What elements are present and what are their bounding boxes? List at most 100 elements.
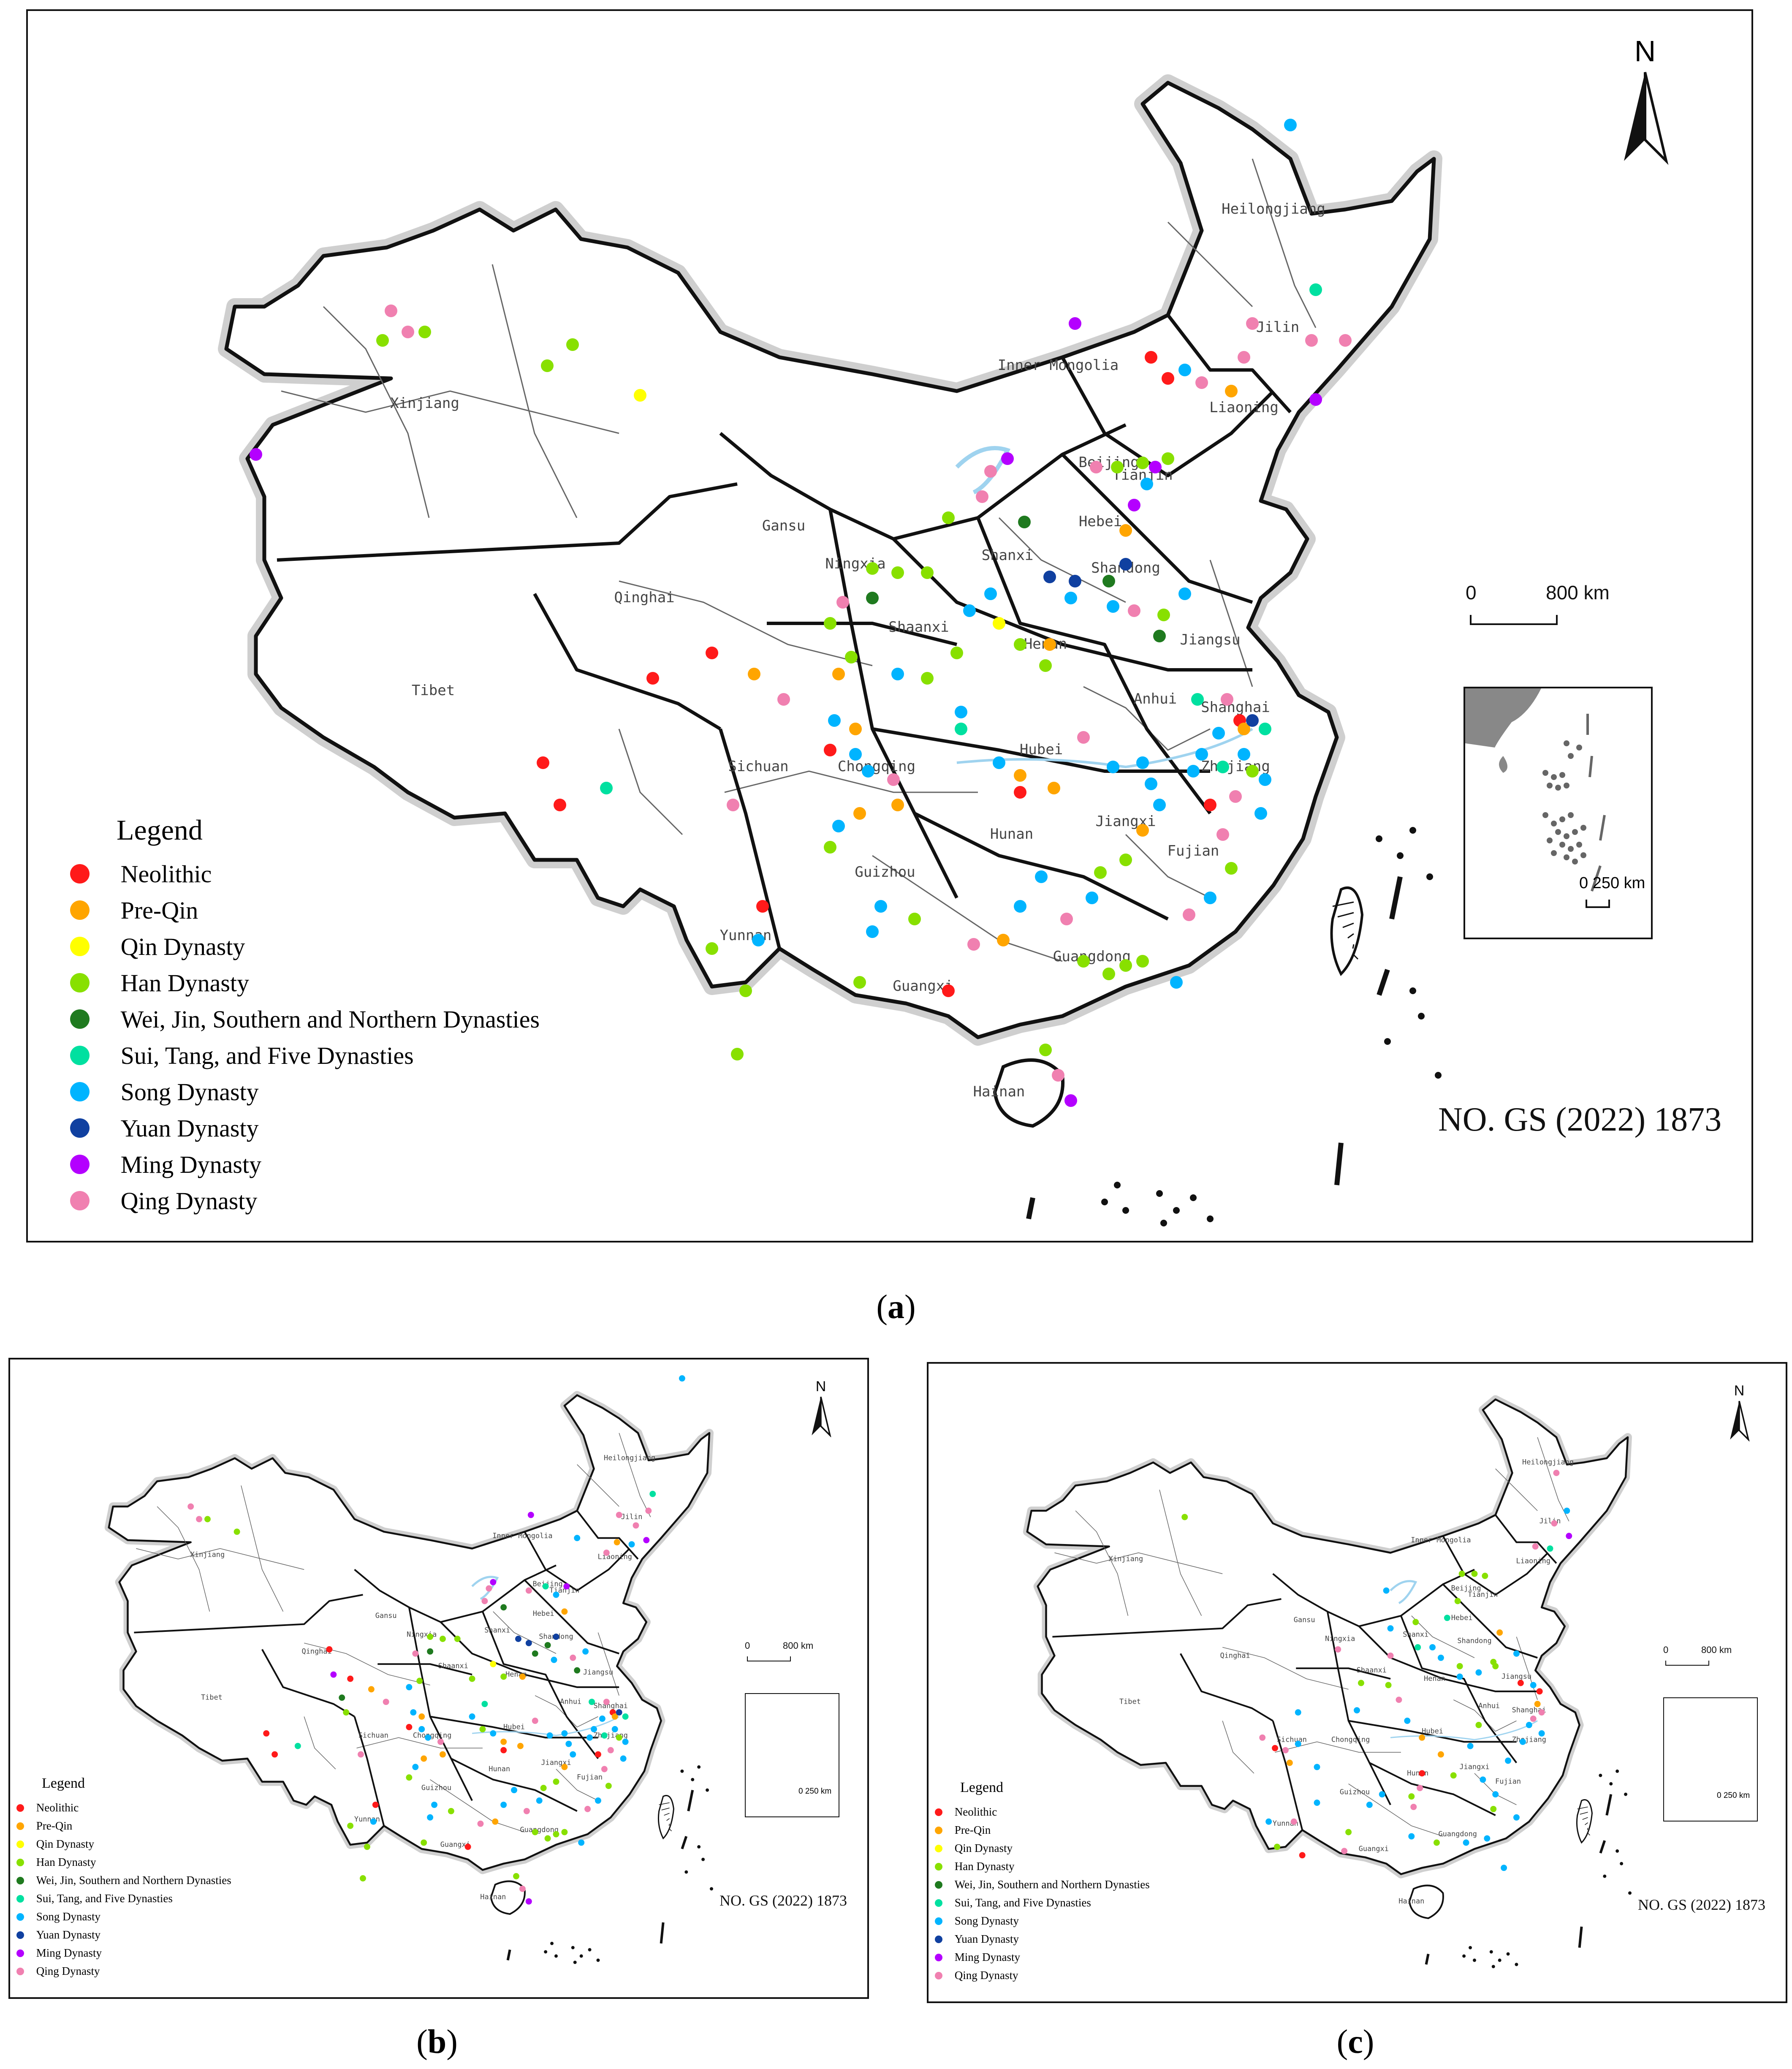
heritage-site-dot [993,617,1005,630]
legend-title: Legend [960,1780,1003,1795]
heritage-site-dot [490,1579,497,1585]
legend-item: Wei, Jin, Southern and Northern Dynastie… [70,1001,540,1037]
province-label: Ningxia [1325,1634,1355,1643]
heritage-site-dot [605,1783,612,1789]
province-label: Shanxi [982,547,1034,564]
province-label: Shaanxi [888,619,949,636]
province-border [1296,1667,1391,1680]
legend-label: Neolithic [36,1801,79,1814]
map-panel-a: Heilongjiang Jilin Liaoning Inner Mongolia X… [26,9,1753,1242]
province-label: Hebei [533,1609,554,1618]
province-label: Guizhou [1340,1788,1370,1796]
heritage-site-dot [544,1835,551,1842]
heritage-site-dot [1157,609,1170,621]
province-label: Guizhou [855,864,915,881]
north-arrow: N [808,1378,834,1439]
province-label: Liaoning [598,1552,632,1561]
heritage-site-dot [364,1843,370,1850]
taiwan-island [1330,886,1364,976]
heritage-site-dot [448,1808,454,1814]
heritage-site-dot [272,1751,278,1758]
heritage-site-dot [614,1539,620,1546]
heritage-site-dot [574,1535,581,1542]
heritage-site-dot [525,1898,532,1905]
heritage-site-dot [1246,765,1259,778]
heritage-site-dot [1437,1751,1444,1758]
province-label: Jilin [1256,319,1299,336]
heritage-site-dot [570,1751,576,1758]
legend-swatch [70,973,90,992]
heritage-site-dot [1001,452,1014,465]
heritage-site-dot [1314,1800,1320,1806]
heritage-site-dot [540,1785,547,1792]
legend-label: Sui, Tang, and Five Dynasties [36,1892,173,1905]
heritage-site-dot [824,744,836,756]
heritage-site-dot [1501,1865,1507,1871]
heritage-site-dot [481,1701,488,1707]
heritage-site-dot [1178,587,1191,600]
heritage-site-dot [1429,1644,1436,1650]
legend-item: Qin Dynasty [70,928,540,965]
heritage-site-dot [1259,723,1271,735]
heritage-site-dot [836,596,849,609]
heritage-site-dot [595,1751,601,1758]
heritage-site-dot [1444,1615,1450,1621]
legend-label: Sui, Tang, and Five Dynasties [954,1896,1091,1909]
heritage-site-dot [525,1587,532,1594]
heritage-site-dot [1043,571,1056,583]
heritage-site-dot [553,1634,559,1640]
heritage-site-dot [942,984,955,997]
heritage-site-dot [250,448,262,461]
province-label: Shanghai [594,1702,628,1710]
legend-label: Song Dynasty [120,1078,259,1106]
heritage-site-dot [1064,1094,1077,1107]
heritage-site-dot [1526,1722,1532,1728]
province-label: Hainan [480,1892,506,1901]
heritage-site-dot [601,1766,608,1773]
heritage-site-dot [595,1797,601,1804]
heritage-site-dot [477,1820,484,1827]
heritage-site-dot [532,1650,538,1657]
legend-swatch [16,1822,24,1830]
china-map-a: Heilongjiang Jilin Liaoning Inner Mongolia X… [218,74,1442,1226]
heritage-site-dot [537,756,549,769]
legend-item: Song Dynasty [935,1912,1150,1930]
province-label: Fujian [1495,1777,1521,1786]
heritage-site-dot [492,1818,499,1825]
province-label: Tibet [201,1693,223,1702]
heritage-site-dot [1295,1740,1301,1747]
heritage-site-dot [1090,461,1102,473]
province-border [1061,453,1253,604]
heritage-site-dot [1039,659,1052,672]
heritage-site-dot [1505,1757,1512,1764]
heritage-site-dot [862,765,874,778]
heritage-site-dot [1187,765,1200,778]
province-label: Fujian [1168,843,1219,859]
heritage-site-dot [1216,828,1229,841]
heritage-site-dot [469,1675,475,1682]
heritage-site-dot [1295,1709,1301,1716]
legend-item: Sui, Tang, and Five Dynasties [935,1894,1150,1912]
heritage-site-dot [731,1048,744,1060]
heritage-site-dot [1183,908,1195,921]
province-label: Gansu [1294,1615,1315,1624]
legend-item: Song Dynasty [16,1908,231,1926]
heritage-site-dot [1314,1764,1320,1770]
heritage-site-dot [561,1608,568,1615]
heritage-site-dot [294,1743,301,1749]
heritage-site-dot [372,1801,379,1808]
heritage-site-dot [1513,1650,1520,1657]
legend-label: Qin Dynasty [36,1838,95,1850]
legend-swatch [16,1949,24,1957]
heritage-site-dot [584,1805,591,1812]
province-label: Liaoning [1209,399,1279,416]
heritage-site-dot [1145,778,1157,790]
heritage-site-dot [582,1648,589,1655]
heritage-site-dot [1408,1793,1415,1800]
heritage-site-dot [410,1709,417,1716]
heritage-site-dot [955,723,967,735]
legend-item: Pre-Qin [935,1821,1150,1839]
heritage-site-dot [942,511,955,524]
caption-a: (a) [876,1289,916,1326]
caption-letter: c [1348,2023,1363,2061]
